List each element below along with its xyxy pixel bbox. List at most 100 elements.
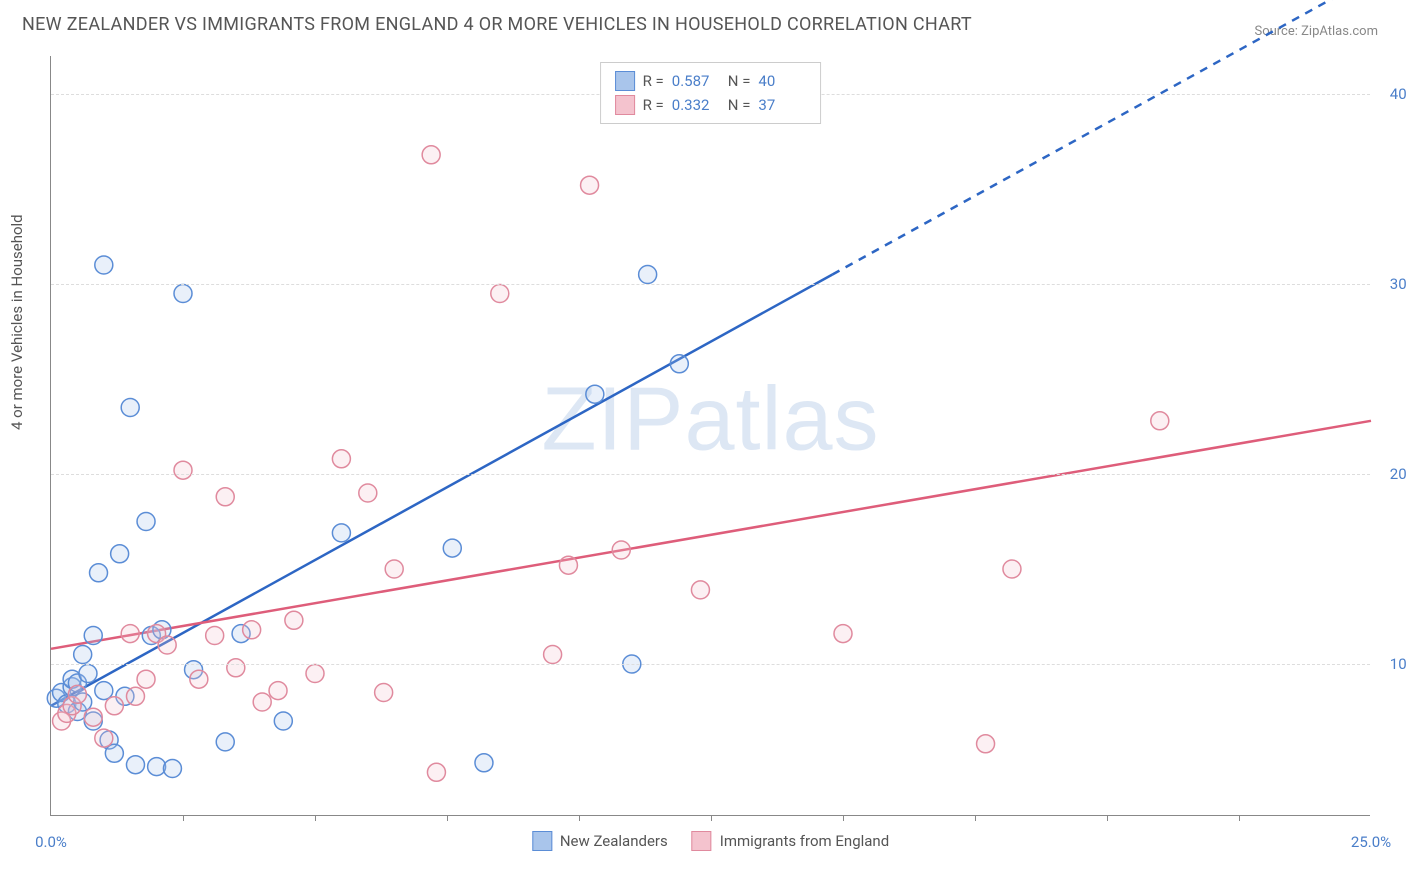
legend-r-label: R = — [643, 69, 664, 93]
scatter-point — [95, 256, 113, 274]
scatter-point — [639, 266, 657, 284]
legend-n-value: 40 — [758, 69, 806, 93]
legend-r-value: 0.332 — [672, 93, 720, 117]
legend-n-label: N = — [728, 69, 751, 93]
scatter-point — [206, 627, 224, 645]
scatter-point — [544, 646, 562, 664]
legend-item: Immigrants from England — [692, 831, 889, 851]
scatter-point — [79, 665, 97, 683]
scatter-point — [84, 627, 102, 645]
scatter-point — [834, 625, 852, 643]
legend-item: New Zealanders — [532, 831, 668, 851]
gridline-h — [51, 474, 1370, 475]
scatter-point — [90, 564, 108, 582]
scatter-point — [137, 513, 155, 531]
scatter-point — [105, 744, 123, 762]
legend-swatch — [532, 831, 552, 851]
x-tick-label: 0.0% — [35, 833, 67, 851]
scatter-point — [285, 611, 303, 629]
scatter-point — [121, 625, 139, 643]
x-axis-tick — [1239, 815, 1240, 821]
trend-line-dashed — [832, 0, 1371, 275]
scatter-point — [359, 484, 377, 502]
scatter-point — [216, 488, 234, 506]
scatter-point — [111, 545, 129, 563]
chart-plot-area: ZIPatlas R =0.587N =40R =0.332N =37 New … — [50, 56, 1370, 816]
legend-n-label: N = — [728, 93, 751, 117]
scatter-point — [581, 176, 599, 194]
legend-r-label: R = — [643, 93, 664, 117]
legend-swatch — [615, 95, 635, 115]
legend-row: R = 0.587 N = 40 — [615, 69, 807, 93]
scatter-point — [977, 735, 995, 753]
scatter-point — [491, 285, 509, 303]
scatter-point — [243, 621, 261, 639]
x-axis-tick — [183, 815, 184, 821]
scatter-point — [126, 687, 144, 705]
chart-title: NEW ZEALANDER VS IMMIGRANTS FROM ENGLAND… — [22, 14, 972, 35]
legend-swatch — [692, 831, 712, 851]
x-axis-tick — [315, 815, 316, 821]
scatter-point — [158, 636, 176, 654]
scatter-point — [163, 760, 181, 778]
y-tick-label: 30.0% — [1390, 275, 1406, 293]
legend-swatch — [615, 71, 635, 91]
scatter-point — [174, 461, 192, 479]
scatter-point — [269, 682, 287, 700]
legend-series-label: New Zealanders — [560, 832, 668, 850]
scatter-point — [121, 399, 139, 417]
scatter-point — [385, 560, 403, 578]
scatter-point — [1003, 560, 1021, 578]
series-legend: New Zealanders Immigrants from England — [532, 831, 889, 851]
scatter-point — [274, 712, 292, 730]
scatter-point — [306, 665, 324, 683]
x-axis-tick — [579, 815, 580, 821]
x-axis-tick — [843, 815, 844, 821]
scatter-point — [332, 450, 350, 468]
scatter-point — [174, 285, 192, 303]
correlation-legend: R = 0.587 N = 40 R = 0.332 N = 37 — [600, 62, 822, 124]
scatter-point — [126, 756, 144, 774]
legend-series-label: Immigrants from England — [720, 832, 889, 850]
scatter-point — [253, 693, 271, 711]
x-axis-tick — [975, 815, 976, 821]
scatter-point — [612, 541, 630, 559]
scatter-point — [227, 659, 245, 677]
scatter-point — [443, 539, 461, 557]
x-axis-tick — [447, 815, 448, 821]
scatter-point — [586, 385, 604, 403]
scatter-point — [422, 146, 440, 164]
scatter-point — [137, 670, 155, 688]
legend-r-value: 0.587 — [672, 69, 720, 93]
scatter-point — [95, 682, 113, 700]
x-axis-tick — [1107, 815, 1108, 821]
y-tick-label: 40.0% — [1390, 85, 1406, 103]
y-axis-label: 4 or more Vehicles in Household — [8, 214, 26, 430]
legend-n-value: 37 — [758, 93, 806, 117]
scatter-point — [475, 754, 493, 772]
chart-source: Source: ZipAtlas.com — [1254, 24, 1378, 39]
scatter-point — [190, 670, 208, 688]
scatter-point — [670, 355, 688, 373]
scatter-point — [1151, 412, 1169, 430]
scatter-plot-svg — [51, 56, 1370, 815]
scatter-point — [332, 524, 350, 542]
scatter-point — [559, 556, 577, 574]
scatter-point — [375, 684, 393, 702]
scatter-point — [68, 685, 86, 703]
scatter-point — [691, 581, 709, 599]
scatter-point — [105, 697, 123, 715]
x-tick-label: 25.0% — [1351, 833, 1391, 851]
trend-line — [51, 421, 1371, 649]
x-axis-tick — [711, 815, 712, 821]
scatter-point — [84, 708, 102, 726]
legend-row: R = 0.332 N = 37 — [615, 93, 807, 117]
gridline-h — [51, 664, 1370, 665]
gridline-h — [51, 284, 1370, 285]
y-tick-label: 10.0% — [1390, 655, 1406, 673]
scatter-point — [216, 733, 234, 751]
scatter-point — [95, 729, 113, 747]
scatter-point — [427, 763, 445, 781]
y-tick-label: 20.0% — [1390, 465, 1406, 483]
scatter-point — [74, 646, 92, 664]
